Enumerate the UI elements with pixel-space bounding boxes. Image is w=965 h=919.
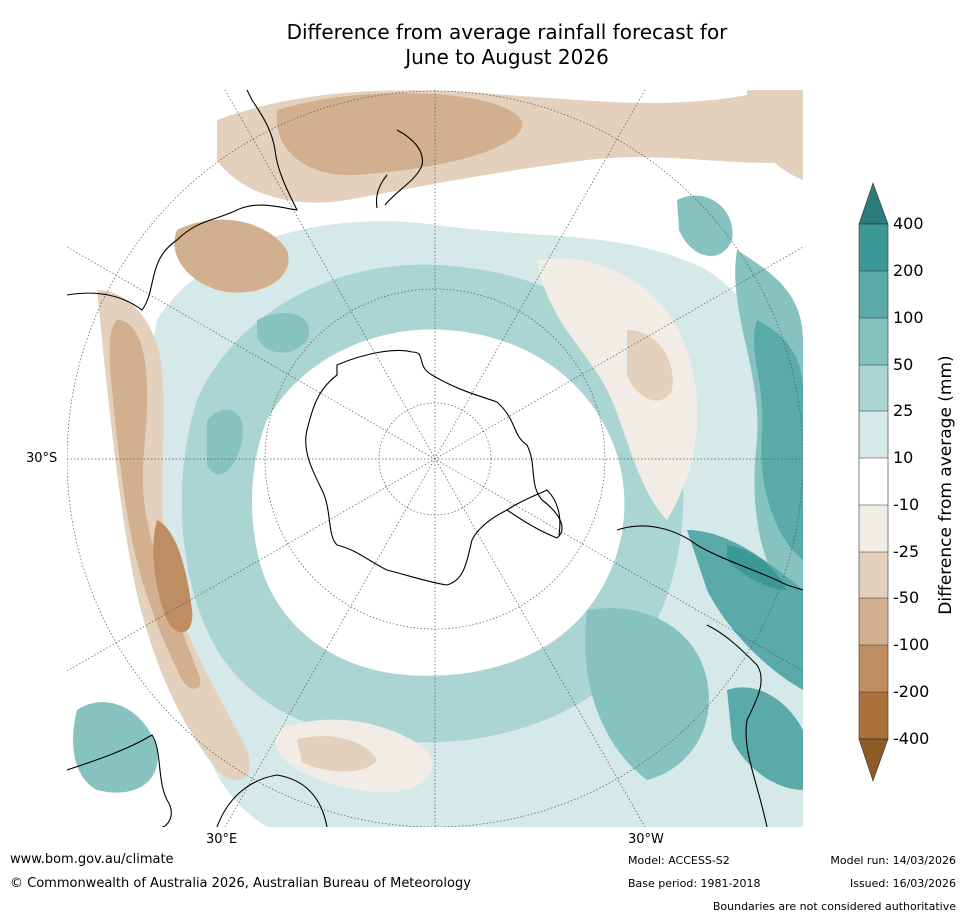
- inner-neutral: [251, 329, 625, 676]
- map-canvas: [67, 90, 803, 827]
- southern-africa-coastline: [67, 734, 328, 827]
- teal-blob-sw: [257, 312, 309, 353]
- footer-disclaimer: Boundaries are not considered authoritat…: [712, 900, 956, 913]
- lat-label-30s: 30°S: [26, 451, 58, 466]
- colorbar-tick: -25: [893, 542, 920, 561]
- dry-south-indian-2: [297, 736, 377, 772]
- antarctic-peninsula: [506, 489, 561, 536]
- colorbar-tick: 10: [893, 448, 914, 467]
- colorbar-frame: [858, 223, 889, 740]
- lon-label-30w: 30°W: [628, 832, 664, 847]
- teal-south-atl: [585, 608, 709, 780]
- colorbar-band-m200: [859, 692, 888, 739]
- map-title: Difference from average rainfall forecas…: [0, 20, 965, 70]
- australia-coastline: [67, 90, 298, 311]
- footer-model-run: Model run: 14/03/2026: [830, 854, 956, 867]
- teal-blob-w: [207, 409, 243, 475]
- dry-east-pacific: [537, 258, 698, 520]
- teal-se-south-america: [727, 687, 803, 790]
- colorbar-tick: -50: [893, 588, 920, 607]
- colorbar-tick: -10: [893, 495, 920, 514]
- colorbar-band-m50: [859, 598, 888, 645]
- colorbar-extend-bottom: [858, 738, 889, 782]
- colorbar-band-50: [859, 365, 888, 411]
- title-line-2: June to August 2026: [405, 45, 609, 69]
- footer-issued: Issued: 16/03/2026: [849, 877, 956, 890]
- rainfall-map: [67, 90, 803, 827]
- colorbar-tick: -200: [893, 682, 930, 701]
- teal-sa-coast: [687, 530, 803, 690]
- teal-sa-deep: [727, 545, 787, 590]
- dry-east-pacific-2: [627, 330, 673, 401]
- teal-blob-ne: [677, 195, 733, 257]
- colorbar-tick: 50: [893, 355, 914, 374]
- colorbar-band-m100: [859, 645, 888, 692]
- colorbar-tick: 200: [893, 261, 924, 280]
- teal-band-east-deep: [753, 320, 803, 560]
- colorbar-tick: -100: [893, 635, 930, 654]
- teal-indian: [73, 702, 158, 793]
- dry-australia: [174, 219, 289, 293]
- footer-copyright: © Commonwealth of Australia 2026, Austra…: [10, 876, 471, 891]
- new-zealand-coastline: [375, 129, 423, 209]
- dry-band-north-deep: [276, 93, 523, 176]
- south-america-coastline: [616, 525, 803, 827]
- colorbar-label: Difference from average (mm): [936, 355, 956, 615]
- colorbar-band-m10: [859, 505, 888, 552]
- footer-website[interactable]: www.bom.gov.au/climate: [10, 852, 174, 867]
- colorbar-band-400: [859, 224, 888, 271]
- colorbar-tick: 25: [893, 401, 914, 420]
- lon-label-30e: 30°E: [206, 832, 238, 847]
- colorbar-dividers: [859, 270, 888, 693]
- colorbar-band-10: [859, 458, 888, 505]
- colorbar-extend-top: [858, 182, 889, 225]
- colorbar-band-m25: [859, 552, 888, 598]
- colorbar-band-25: [859, 411, 888, 458]
- colorbar-tick: 400: [893, 214, 924, 233]
- colorbar-band-200: [859, 271, 888, 318]
- colorbar-band-100: [859, 318, 888, 365]
- antarctica-coastline: [305, 349, 563, 586]
- graticule: [67, 90, 803, 827]
- colorbar-tick: -400: [893, 729, 930, 748]
- dry-west-arc-deep: [109, 320, 201, 689]
- footer-model: Model: ACCESS-S2: [628, 854, 730, 867]
- dry-ne-corner: [747, 90, 803, 180]
- colorbar-tick: 100: [893, 308, 924, 327]
- title-line-1: Difference from average rainfall forecas…: [286, 20, 728, 44]
- footer-base-period: Base period: 1981-2018: [628, 877, 761, 890]
